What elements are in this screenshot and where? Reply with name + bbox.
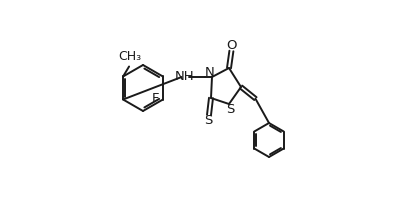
Text: F: F (151, 92, 159, 105)
Text: O: O (226, 39, 236, 52)
Text: NH: NH (175, 71, 194, 84)
Text: CH₃: CH₃ (118, 50, 141, 63)
Text: S: S (204, 114, 212, 127)
Text: N: N (204, 66, 214, 79)
Text: S: S (225, 103, 234, 116)
